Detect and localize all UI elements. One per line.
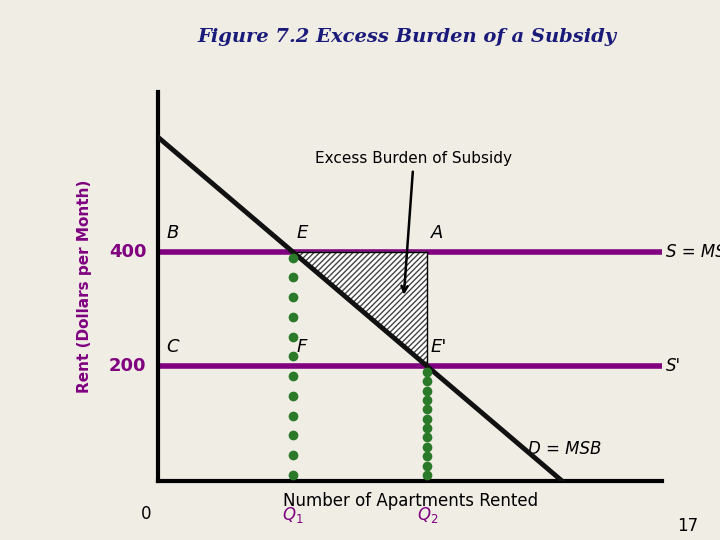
Text: Figure 7.2 Excess Burden of a Subsidy: Figure 7.2 Excess Burden of a Subsidy [197, 28, 616, 46]
Text: E: E [296, 224, 307, 241]
Text: D = MSB: D = MSB [528, 440, 601, 458]
Text: 200: 200 [109, 357, 146, 375]
Text: S = MSC: S = MSC [666, 243, 720, 261]
Text: F: F [296, 338, 307, 356]
Text: Excess Burden of Subsidy: Excess Burden of Subsidy [315, 151, 512, 292]
Text: A: A [431, 224, 443, 241]
Text: C: C [166, 338, 179, 356]
Text: S': S' [666, 357, 681, 375]
Text: $Q_2$: $Q_2$ [417, 504, 438, 525]
Text: $Q_1$: $Q_1$ [282, 504, 304, 525]
X-axis label: Number of Apartments Rented: Number of Apartments Rented [283, 492, 538, 510]
Text: Rent (Dollars per Month): Rent (Dollars per Month) [77, 179, 92, 393]
Text: E': E' [431, 338, 447, 356]
Text: 0: 0 [141, 504, 151, 523]
Text: 17: 17 [678, 517, 698, 535]
Text: 400: 400 [109, 243, 146, 261]
Text: B: B [166, 224, 179, 241]
